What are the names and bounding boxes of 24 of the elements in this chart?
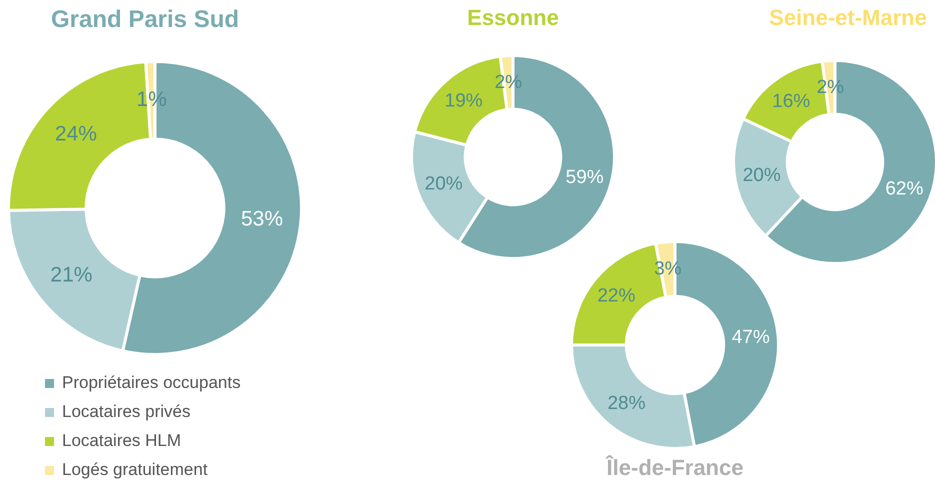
data-label: 47% (732, 327, 770, 348)
legend-label: Propriétaires occupants (61, 372, 241, 394)
chart-title: Essonne (467, 5, 559, 31)
data-label: 20% (742, 165, 781, 186)
chart-title: Seine-et-Marne (769, 5, 927, 31)
data-label: 53% (241, 208, 284, 231)
data-label: 2% (494, 72, 522, 93)
data-label: 19% (444, 90, 483, 112)
data-label: 24% (54, 122, 97, 146)
data-label: 28% (607, 392, 646, 414)
legend-label: Locataires HLM (61, 430, 182, 452)
data-label: 62% (885, 178, 924, 200)
data-label: 3% (654, 258, 682, 280)
chart-title: Grand Paris Sud (50, 6, 240, 34)
data-label: 1% (136, 88, 167, 112)
text: Île-de-France (606, 455, 744, 481)
data-label: 59% (566, 167, 604, 188)
data-label: 20% (424, 174, 463, 195)
legend-label: Logés gratuitement (61, 459, 209, 481)
data-label: 22% (597, 286, 636, 307)
data-label: 21% (50, 264, 92, 287)
legend-label: Locataires privés (61, 401, 192, 423)
data-label: 2% (816, 76, 844, 98)
data-label: 16% (772, 90, 810, 112)
